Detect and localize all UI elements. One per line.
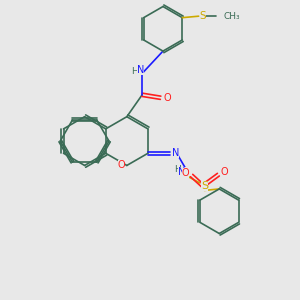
Text: O: O (220, 167, 228, 177)
Text: O: O (163, 93, 171, 103)
Text: H: H (131, 68, 138, 76)
Text: S: S (201, 181, 208, 191)
Text: N: N (172, 148, 179, 158)
Text: S: S (200, 11, 206, 21)
Text: O: O (182, 168, 190, 178)
Text: O: O (118, 160, 125, 170)
Text: CH₃: CH₃ (224, 12, 241, 21)
Text: H: H (174, 164, 180, 173)
Text: N: N (137, 65, 144, 75)
Text: N: N (178, 167, 186, 177)
